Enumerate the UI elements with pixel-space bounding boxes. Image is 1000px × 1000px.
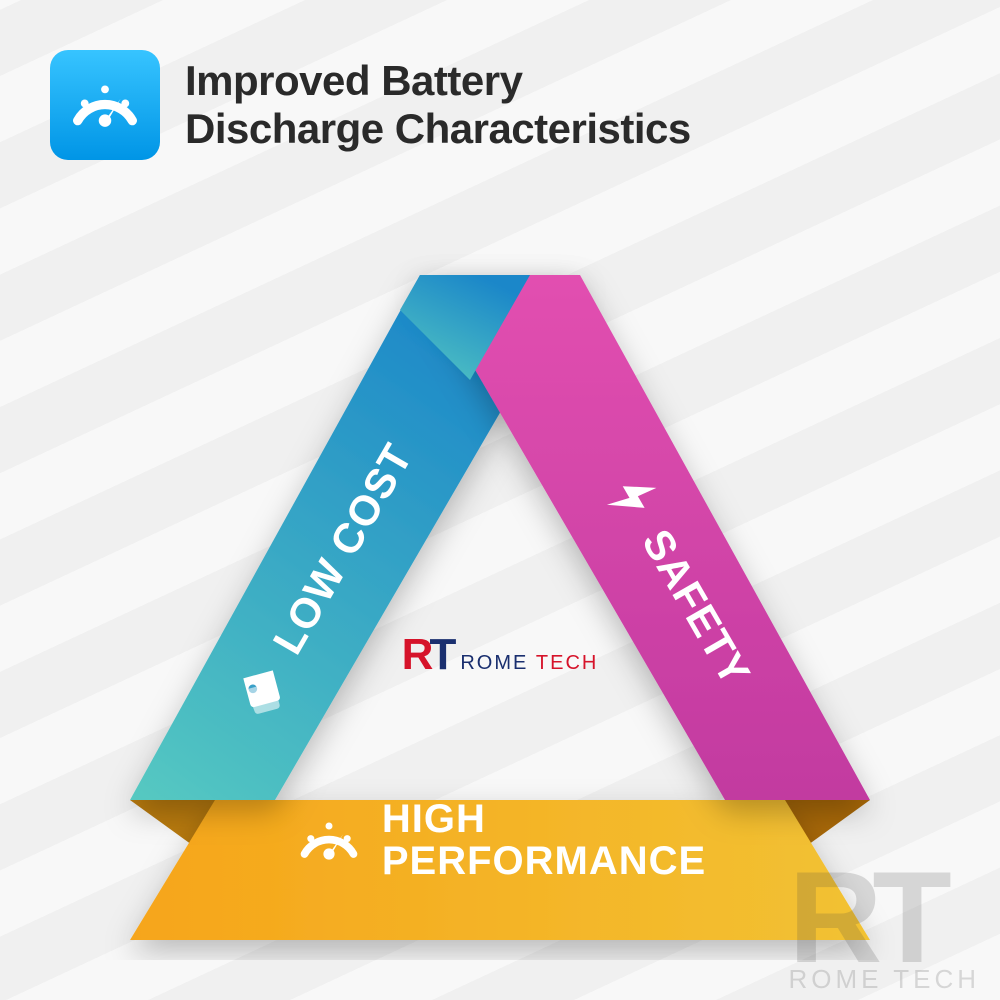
- bolt-icon: [598, 464, 668, 531]
- header: Improved Battery Discharge Characteristi…: [50, 50, 691, 160]
- logo-t: T: [429, 630, 452, 679]
- watermark-mark: RT: [788, 865, 980, 969]
- title-line-2: Discharge Characteristics: [185, 105, 691, 152]
- logo-r: R: [402, 630, 430, 679]
- gauge-icon: [294, 805, 364, 875]
- high-performance-ribbon: HIGH PERFORMANCE: [240, 760, 760, 920]
- gauge-icon-svg: [66, 66, 144, 144]
- logo-text-2: TECH: [536, 652, 598, 674]
- gauge-icon: [50, 50, 160, 160]
- title-line-1: Improved Battery: [185, 57, 522, 104]
- center-logo: RT ROME TECH: [400, 630, 600, 680]
- tag-icon: [225, 652, 299, 726]
- perf-label-line2: PERFORMANCE: [382, 840, 706, 882]
- logo-text-1: ROME: [460, 652, 528, 674]
- safety-label: SAFETY: [632, 521, 759, 694]
- triangle-infographic: LOW COST SAFETY HIGH PERFORMANCE RT: [100, 240, 900, 960]
- page-title: Improved Battery Discharge Characteristi…: [185, 57, 691, 154]
- perf-label-line1: HIGH: [382, 798, 706, 840]
- watermark: RT ROME TECH: [788, 865, 980, 995]
- watermark-sub: ROME TECH: [788, 964, 980, 995]
